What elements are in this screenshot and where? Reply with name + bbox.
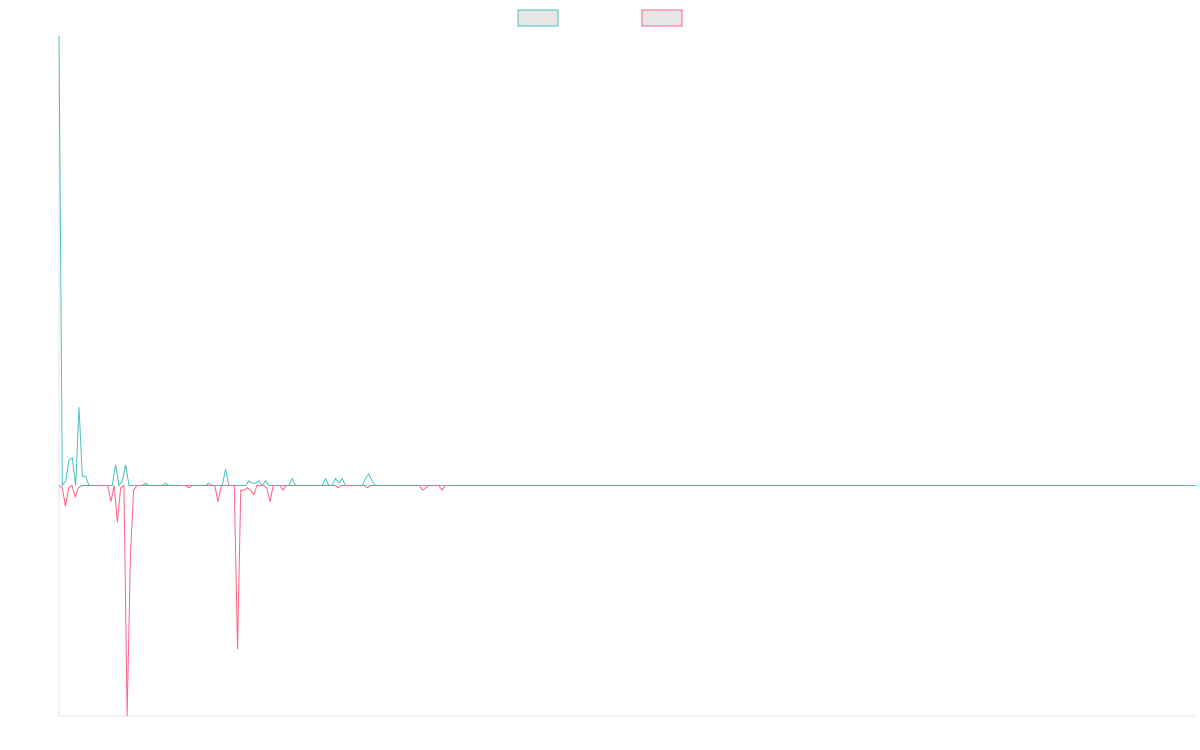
series-1-points <box>58 35 1196 486</box>
legend <box>517 9 683 27</box>
legend-swatch-2 <box>641 9 683 27</box>
series-2-points <box>58 485 1196 717</box>
series-line-1 <box>58 35 1195 488</box>
legend-swatch-1 <box>517 9 559 27</box>
series-layer <box>58 35 1196 717</box>
series-line-2 <box>58 484 1195 717</box>
axes <box>58 36 1195 717</box>
